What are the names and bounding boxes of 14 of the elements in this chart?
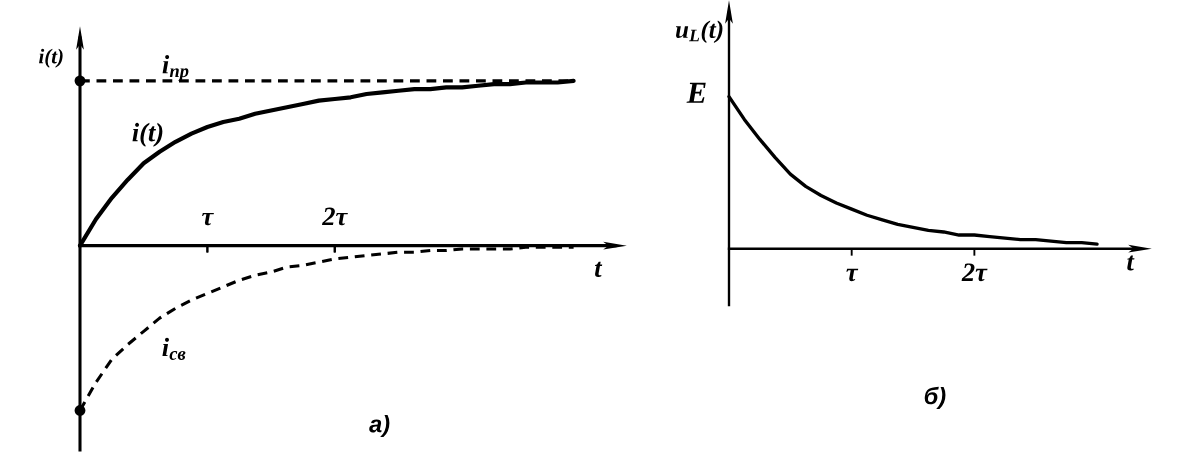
x-axis-title: t (1127, 255, 1135, 271)
series-label: i(t) (132, 122, 163, 147)
x-tick-label: 2τ (321, 207, 348, 226)
x-tick-label: τ (846, 268, 859, 282)
x-axis-title: t (595, 261, 603, 277)
text: б) (924, 386, 946, 409)
text: а) (369, 415, 390, 438)
x-tick-label: τ (202, 212, 214, 226)
series-label: i$_{пр}$ (162, 55, 189, 81)
series-label: i$_{св}$ (162, 337, 186, 360)
y-axis-title: u$_{L}$(t) (675, 20, 723, 44)
y-axis-title: i(t) (39, 48, 63, 68)
text: E (686, 82, 706, 103)
x-tick-label: 2τ (961, 263, 988, 282)
